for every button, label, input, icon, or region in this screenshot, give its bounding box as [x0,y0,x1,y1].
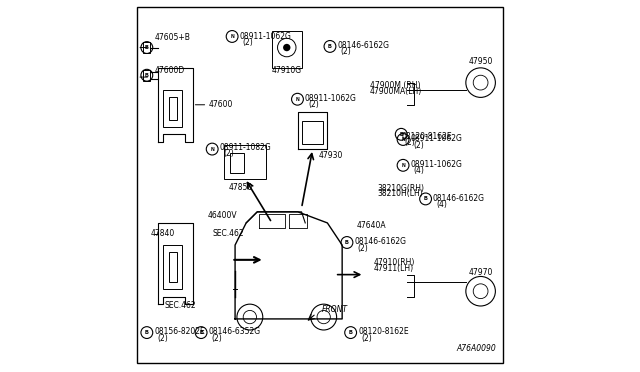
Text: 47910G: 47910G [272,66,302,75]
Text: 47900M (RH): 47900M (RH) [370,81,420,90]
Text: 08911-1062G: 08911-1062G [305,94,356,103]
Text: (2): (2) [157,334,168,343]
Text: 47911(LH): 47911(LH) [374,264,413,273]
Text: N: N [211,147,214,151]
Text: B: B [328,44,332,49]
Bar [168,97,177,119]
Text: 08120-8162E: 08120-8162E [358,327,409,336]
Text: 08911-1062G: 08911-1062G [239,32,291,41]
Text: 47910(RH): 47910(RH) [374,259,415,267]
Text: 47600D: 47600D [155,66,185,75]
Text: N: N [401,137,405,142]
Text: (2): (2) [212,334,223,343]
Text: A76A0090: A76A0090 [456,344,497,353]
Text: (2): (2) [414,141,424,150]
Text: 47605+B: 47605+B [155,33,191,42]
Text: (2): (2) [308,100,319,109]
Text: 08911-1082G: 08911-1082G [220,143,271,152]
Text: B: B [145,330,148,335]
Text: 47930: 47930 [318,151,342,160]
Text: (2): (2) [243,38,253,47]
Text: 47640A: 47640A [357,221,387,231]
Text: SEC.462: SEC.462 [213,230,244,238]
Text: SEC.462: SEC.462 [164,301,196,311]
Text: (2): (2) [358,244,369,253]
Text: (2): (2) [340,48,351,57]
Text: 38210G(RH): 38210G(RH) [377,184,424,193]
Text: (2): (2) [362,334,372,343]
Text: (4): (4) [436,200,447,209]
Bar [230,153,244,173]
Text: 47950: 47950 [468,57,493,66]
Bar [163,90,182,127]
Text: FRONT: FRONT [322,305,348,314]
Bar [224,145,266,179]
Text: 38210H(LH): 38210H(LH) [377,189,423,198]
Text: B: B [145,45,148,50]
Text: 08146-6162G: 08146-6162G [433,194,485,203]
Bar [272,31,301,68]
Text: 46400V: 46400V [207,211,237,220]
Text: B: B [424,196,428,201]
Text: B: B [199,330,203,335]
Text: 47900MA(LH): 47900MA(LH) [370,87,422,96]
Text: 47970: 47970 [468,267,493,277]
Bar [143,70,150,81]
Text: B: B [399,132,403,137]
Text: N: N [296,97,300,102]
Bar [163,245,182,289]
Text: 08911-1062G: 08911-1062G [410,134,462,143]
Text: B: B [345,240,349,245]
Text: 47850: 47850 [228,183,253,192]
Bar [143,42,150,53]
Text: 47840: 47840 [151,230,175,238]
Bar [302,121,323,144]
Circle shape [283,44,291,51]
Text: N: N [230,34,234,39]
Text: 08146-6162G: 08146-6162G [337,41,389,50]
Text: (2): (2) [223,150,234,158]
Text: (2): (2) [404,138,415,147]
Text: 08146-6352G: 08146-6352G [209,327,260,336]
Text: (4): (4) [414,166,425,175]
Text: 08120-8162E: 08120-8162E [401,132,452,141]
Text: N: N [401,163,405,168]
Text: B: B [349,330,353,335]
Text: 47600: 47600 [208,100,232,109]
Bar [168,253,177,282]
Text: 08911-1062G: 08911-1062G [410,160,462,169]
Text: B: B [145,73,148,78]
Text: 08146-6162G: 08146-6162G [355,237,406,246]
Text: 08156-8202E: 08156-8202E [154,327,205,336]
